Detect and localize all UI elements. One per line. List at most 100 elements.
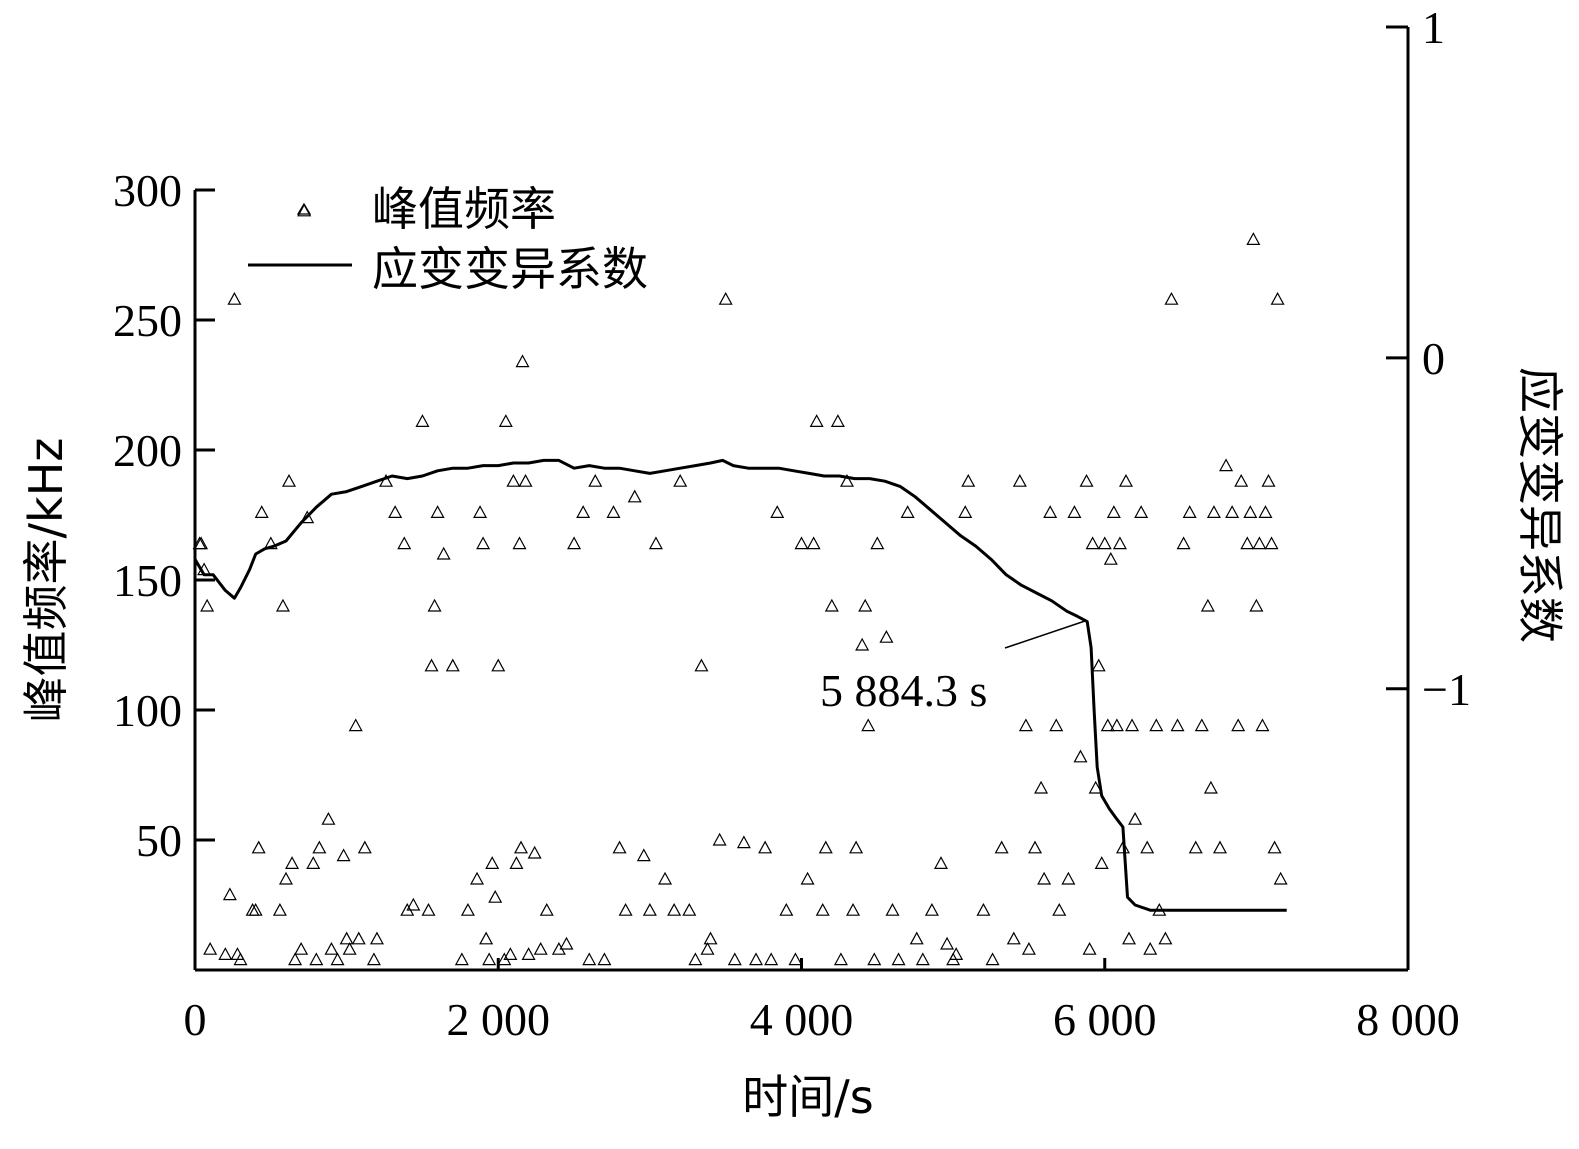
- peak-frequency-point: [222, 887, 237, 901]
- peak-frequency-point: [1158, 931, 1173, 945]
- peak-frequency-point: [718, 291, 733, 305]
- peak-frequency-point: [1109, 718, 1124, 732]
- peak-frequency-point: [1234, 473, 1249, 487]
- peak-frequency-point: [203, 941, 218, 955]
- peak-frequency-point: [1094, 856, 1109, 870]
- peak-frequency-point: [488, 889, 503, 903]
- peak-frequency-point: [406, 897, 421, 911]
- peak-frequency-point: [642, 902, 657, 916]
- peak-frequency-point: [430, 505, 445, 519]
- annotation-leader-line: [1004, 620, 1086, 649]
- peak-frequency-point: [1027, 840, 1043, 854]
- peak-frequency-point: [818, 840, 833, 854]
- y2-tick-label: −1: [1422, 664, 1471, 715]
- legend-label-strain-cv: 应变变异系数: [372, 242, 648, 296]
- peak-frequency-point: [397, 536, 412, 550]
- peak-frequency-point: [673, 473, 688, 487]
- peak-frequency-point: [749, 952, 764, 966]
- peak-frequency-point: [879, 629, 894, 643]
- peak-frequency-point: [330, 952, 345, 966]
- peak-frequency-point: [1255, 718, 1270, 732]
- peak-frequency-point: [513, 840, 529, 854]
- peak-frequency-point: [342, 941, 357, 955]
- peak-frequency-point: [1082, 941, 1097, 955]
- peak-frequency-point: [588, 473, 603, 487]
- peak-frequency-point: [1049, 718, 1064, 732]
- peak-frequency-point: [485, 856, 500, 870]
- peak-frequency-point: [336, 848, 351, 862]
- peak-frequency-point: [218, 947, 233, 961]
- peak-frequency-point: [1249, 598, 1264, 612]
- peak-frequency-point: [909, 931, 924, 945]
- peak-frequency-point: [1134, 505, 1149, 519]
- peak-frequency-point: [357, 840, 372, 854]
- peak-frequency-point: [915, 952, 930, 966]
- x-tick-label: 2 000: [447, 994, 551, 1045]
- peak-frequency-point: [612, 840, 627, 854]
- y-tick-label: 100: [113, 685, 182, 736]
- peak-frequency-point: [924, 902, 939, 916]
- peak-frequency-point: [1261, 473, 1276, 487]
- peak-frequency-point: [491, 658, 506, 672]
- peak-frequency-point: [324, 941, 339, 955]
- y-axis-title: 峰值频率/kHz: [19, 438, 73, 723]
- peak-frequency-point: [618, 902, 633, 916]
- peak-frequency-point: [482, 952, 497, 966]
- peak-frequency-point: [294, 941, 309, 955]
- y2-tick-label: 1: [1422, 2, 1445, 53]
- peak-frequency-point: [703, 931, 718, 945]
- peak-frequency-point: [227, 291, 242, 305]
- peak-frequency-point: [424, 658, 439, 672]
- peak-frequency-point: [254, 505, 269, 519]
- peak-frequency-point: [1212, 840, 1227, 854]
- peak-frequency-point: [285, 856, 300, 870]
- peak-frequency-point: [1079, 473, 1094, 487]
- peak-frequency-point: [1252, 536, 1267, 550]
- peak-frequency-point: [321, 811, 336, 825]
- peak-frequency-point: [460, 902, 475, 916]
- peak-frequency-point: [1121, 931, 1137, 945]
- annotation: 5 884.3 s: [820, 620, 1086, 716]
- peak-frequency-point: [961, 473, 976, 487]
- peak-frequency-point: [1219, 458, 1234, 472]
- peak-frequency-point: [1264, 536, 1279, 550]
- peak-frequency-point: [794, 536, 809, 550]
- x-tick-label: 4 000: [750, 994, 854, 1045]
- peak-frequency-point: [806, 536, 821, 550]
- peak-frequency-point: [688, 952, 703, 966]
- peak-frequency-point: [1140, 840, 1155, 854]
- peak-frequency-point: [427, 598, 442, 612]
- peak-frequency-point: [503, 947, 518, 961]
- legend: 峰值频率 应变变异系数: [248, 182, 648, 296]
- peak-frequency-point: [1100, 718, 1115, 732]
- peak-frequency-point: [870, 536, 885, 550]
- peak-frequency-point: [498, 414, 513, 427]
- peak-frequency-point: [200, 598, 215, 612]
- peak-frequency-point: [758, 840, 773, 854]
- peak-frequency-point: [1206, 505, 1221, 519]
- peak-frequency-point: [846, 902, 861, 916]
- peak-frequency-point: [300, 510, 315, 524]
- peak-frequency-point: [658, 871, 673, 885]
- peak-frequency-point: [839, 473, 854, 487]
- peak-frequency-point: [1125, 718, 1140, 732]
- peak-frequency-point: [1091, 658, 1106, 672]
- peak-frequency-point: [849, 840, 864, 854]
- peak-frequency-point: [1200, 598, 1215, 612]
- peak-frequency-point: [476, 536, 491, 550]
- peak-frequency-point: [306, 856, 321, 870]
- peak-frequency-point: [1243, 505, 1258, 519]
- peak-frequency-point: [1188, 840, 1203, 854]
- peak-frequency-point: [809, 414, 824, 427]
- peak-frequency-point: [445, 658, 460, 672]
- peak-frequency-point: [1225, 505, 1240, 519]
- peak-frequency-point: [251, 840, 266, 854]
- peak-frequency-point: [470, 871, 485, 885]
- peak-frequency-point: [985, 952, 1000, 966]
- peak-frequency-point: [388, 505, 403, 519]
- peak-frequency-point: [1073, 749, 1088, 763]
- peak-frequency-point: [958, 505, 973, 519]
- peak-frequency-point: [421, 902, 436, 916]
- peak-frequency-point: [248, 902, 263, 916]
